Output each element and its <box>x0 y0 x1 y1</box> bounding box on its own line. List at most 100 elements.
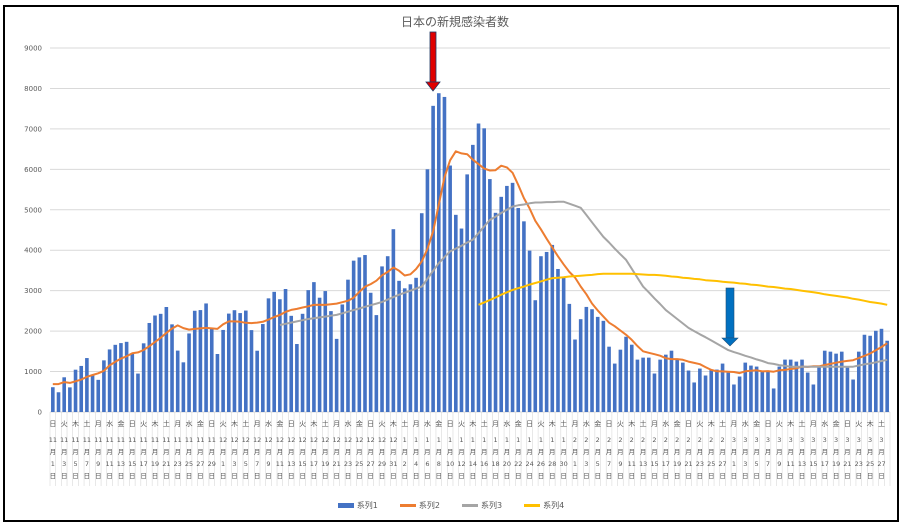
x-tick-weekday: 水 <box>344 419 351 428</box>
legend-item-series1[interactable]: 系列1 <box>337 500 378 511</box>
bar <box>601 320 606 412</box>
x-tick-weekday: 火 <box>299 420 306 428</box>
bar <box>760 371 765 412</box>
bar <box>646 357 651 412</box>
bar <box>317 297 322 412</box>
x-tick-weekday: 金 <box>117 419 124 428</box>
bar <box>261 324 265 412</box>
bar <box>743 362 748 412</box>
bar <box>454 214 458 412</box>
blue-arrow-annotation <box>721 287 739 347</box>
bar <box>147 322 152 412</box>
legend-item-series2[interactable]: 系列2 <box>399 500 440 511</box>
x-tick-weekday: 金 <box>356 419 363 428</box>
bar <box>226 313 231 412</box>
x-tick-weekday: 金 <box>594 419 601 428</box>
bar <box>238 313 242 412</box>
y-axis-ticks: 0 1000 2000 3000 4000 5000 6000 7000 8000 9000 <box>24 45 42 417</box>
bar <box>419 213 424 412</box>
bar <box>158 313 163 412</box>
bar <box>664 354 668 412</box>
legend-label: 系列3 <box>481 501 503 510</box>
x-tick-weekday: 日 <box>844 420 851 428</box>
legend-item-series4[interactable]: 系列4 <box>524 500 564 511</box>
x-tick-weekday: 土 <box>322 419 329 428</box>
bar <box>295 344 299 412</box>
bar <box>851 379 855 412</box>
bar <box>839 351 844 412</box>
bar <box>312 282 316 412</box>
bar <box>107 349 112 412</box>
bar <box>675 359 679 412</box>
bar <box>306 290 311 412</box>
bar <box>828 351 833 412</box>
y-tick-label: 4000 <box>24 247 42 255</box>
x-tick-weekday: 金 <box>435 419 442 428</box>
y-tick-label: 3000 <box>24 287 42 295</box>
legend-label: 系列4 <box>543 501 565 510</box>
line-series <box>52 150 888 386</box>
bar <box>272 291 276 412</box>
x-tick-weekday: 木 <box>310 419 317 428</box>
bar <box>255 350 259 412</box>
bar <box>124 341 129 412</box>
bar <box>800 359 804 412</box>
x-tick-weekday: 金 <box>515 419 522 428</box>
bar <box>391 229 396 412</box>
legend-item-series3[interactable]: 系列3 <box>462 500 502 511</box>
bar <box>783 359 787 412</box>
x-tick-weekday: 火 <box>379 420 386 428</box>
x-tick-weekday: 水 <box>583 419 590 428</box>
x-axis-categories: 日火木土月水金日火木土月水金日火木土月水金日火木土月水金日火木土月水金日火木土月… <box>49 412 891 486</box>
legend-swatch <box>462 504 478 507</box>
legend: 系列1 系列2 系列3 系列4 <box>0 500 902 511</box>
x-tick-weekday: 水 <box>503 419 510 428</box>
x-tick-weekday: 日 <box>288 420 295 428</box>
bar <box>681 362 685 412</box>
bar <box>164 307 169 412</box>
x-tick-weekday: 火 <box>617 420 624 428</box>
bar <box>641 357 645 412</box>
x-tick-weekday: 金 <box>753 419 760 428</box>
x-tick-weekday: 日 <box>49 420 56 428</box>
bar <box>96 379 101 412</box>
x-tick-weekday: 日 <box>526 420 533 428</box>
y-tick-label: 5000 <box>24 206 42 214</box>
y-tick-label: 8000 <box>24 85 42 93</box>
bar <box>397 280 401 412</box>
bar <box>550 244 555 412</box>
bar <box>431 105 435 412</box>
x-tick-weekday: 水 <box>821 419 828 428</box>
x-tick-weekday: 木 <box>231 419 238 428</box>
bar <box>385 256 390 412</box>
bar <box>283 289 288 412</box>
line-系列4 <box>478 272 888 306</box>
x-tick-weekday: 月 <box>254 420 261 428</box>
bar <box>669 350 674 412</box>
bar <box>715 369 719 412</box>
bar <box>374 315 379 412</box>
x-tick-weekday: 金 <box>276 419 283 428</box>
x-tick-weekday: 土 <box>640 419 647 428</box>
bar <box>402 288 407 412</box>
x-tick-weekday: 土 <box>83 419 90 428</box>
bar <box>590 309 594 412</box>
bar <box>544 251 549 412</box>
x-tick-weekday: 日 <box>208 420 215 428</box>
bar <box>68 387 72 412</box>
x-tick-weekday: 土 <box>163 419 170 428</box>
bar <box>822 350 827 412</box>
red-arrow-annotation <box>425 31 441 92</box>
x-tick-weekday: 月 <box>810 420 817 428</box>
x-tick-weekday: 金 <box>197 419 204 428</box>
bar <box>73 369 78 412</box>
bar <box>181 362 186 412</box>
bar <box>692 382 696 412</box>
x-tick-weekday: 火 <box>696 420 703 428</box>
x-tick-weekday: 日 <box>685 420 692 428</box>
bar <box>788 359 793 412</box>
bar <box>209 328 214 412</box>
bar <box>488 179 492 412</box>
x-tick-weekday: 日 <box>606 420 613 428</box>
bar <box>85 358 89 412</box>
